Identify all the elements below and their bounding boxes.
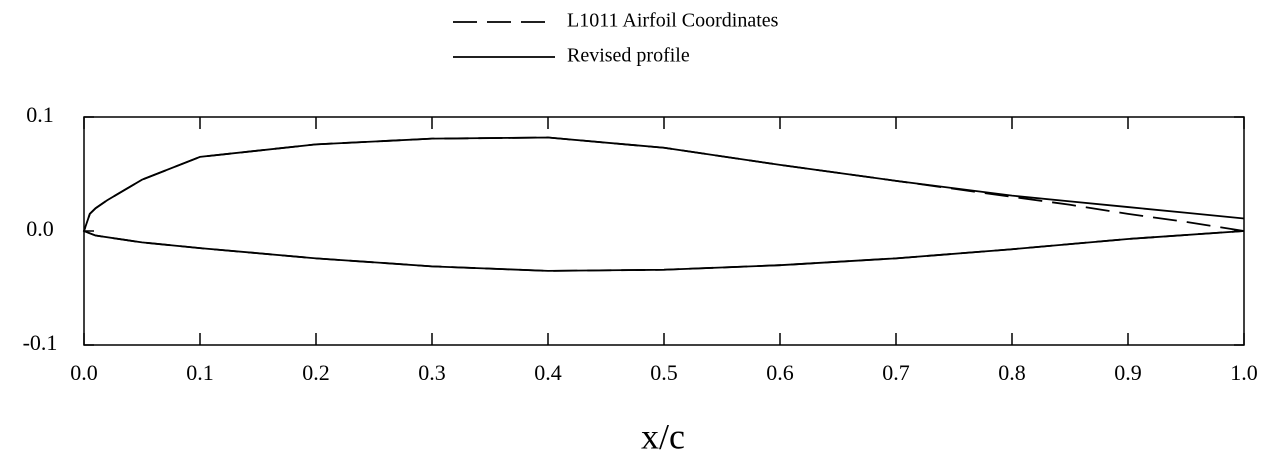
- y-tick-label: 0.0: [26, 216, 54, 241]
- x-tick-label: 0.5: [650, 360, 678, 385]
- series-line: [82, 136, 1245, 272]
- x-tick-label: 0.2: [302, 360, 330, 385]
- x-tick-label: 0.0: [70, 360, 98, 385]
- x-tick-label: 0.8: [998, 360, 1026, 385]
- x-tick-label: 1.0: [1230, 360, 1258, 385]
- x-tick-label: 0.1: [186, 360, 214, 385]
- x-tick-label: 0.3: [418, 360, 446, 385]
- x-tick-label: 0.9: [1114, 360, 1142, 385]
- y-tick-label: -0.1: [23, 330, 58, 355]
- x-axis-label: x/c: [641, 416, 685, 456]
- x-tick-label: 0.7: [882, 360, 910, 385]
- legend-label: Revised profile: [567, 45, 690, 67]
- x-tick-label: 0.4: [534, 360, 562, 385]
- x-tick-label: 0.6: [766, 360, 794, 385]
- series-line: [82, 136, 1245, 272]
- y-tick-label: 0.1: [26, 102, 54, 127]
- legend-label: L1011 Airfoil Coordinates: [567, 10, 779, 32]
